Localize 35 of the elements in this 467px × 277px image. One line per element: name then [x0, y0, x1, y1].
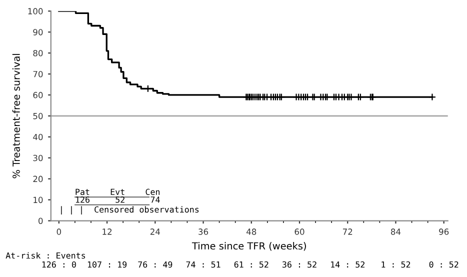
text: 74 : 51	[186, 261, 220, 268]
y-axis-title: % Treatment-free survival	[12, 54, 20, 178]
text: 1 : 52	[382, 261, 410, 268]
annotation: 126 52 74	[76, 196, 160, 203]
x-tick-label: 60	[294, 228, 304, 235]
x-tick-label: 24	[150, 228, 160, 235]
text: 61 : 52	[234, 261, 268, 268]
y-tick-label: 90	[33, 29, 43, 36]
text: 126 : 0	[42, 261, 76, 268]
y-tick-label: 20	[33, 176, 43, 182]
text: At-risk : Events	[6, 252, 86, 259]
y-tick-label: 30	[33, 154, 43, 162]
text: 36 : 52	[282, 261, 316, 268]
x-tick-label: 96	[439, 228, 449, 235]
text: 0 : 52	[429, 261, 458, 268]
annotation: | | | Censored observations	[61, 206, 199, 214]
x-tick-label: 12	[102, 228, 112, 235]
y-tick-label: 40	[33, 134, 43, 140]
y-tick-label: 0	[38, 218, 43, 224]
x-tick-label: 36	[198, 228, 208, 235]
text: 76 : 49	[138, 261, 172, 268]
y-tick-label: 70	[33, 70, 43, 78]
annotation: Pat Evt Cen	[76, 188, 160, 196]
text: 107 : 19	[88, 261, 127, 268]
x-tick-label: 84	[390, 228, 401, 235]
y-tick-label: 80	[33, 50, 43, 56]
text: 14 : 52	[331, 261, 364, 268]
y-tick-label: 50	[33, 112, 43, 120]
x-tick-label: 0	[56, 228, 62, 235]
y-tick-label: 60	[33, 92, 43, 98]
x-axis-title: Time since TFR (weeks)	[192, 242, 306, 251]
y-tick-label: 10	[34, 196, 43, 204]
x-tick-label: 72	[342, 228, 352, 235]
y-tick-label: 100	[28, 8, 43, 14]
x-tick-label: 48	[246, 228, 256, 235]
